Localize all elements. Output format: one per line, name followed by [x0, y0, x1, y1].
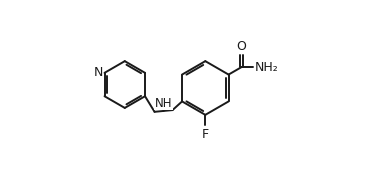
Text: NH: NH	[155, 97, 172, 110]
Text: O: O	[237, 40, 246, 53]
Text: F: F	[202, 128, 209, 141]
Text: NH₂: NH₂	[254, 61, 278, 74]
Text: N: N	[94, 66, 103, 79]
